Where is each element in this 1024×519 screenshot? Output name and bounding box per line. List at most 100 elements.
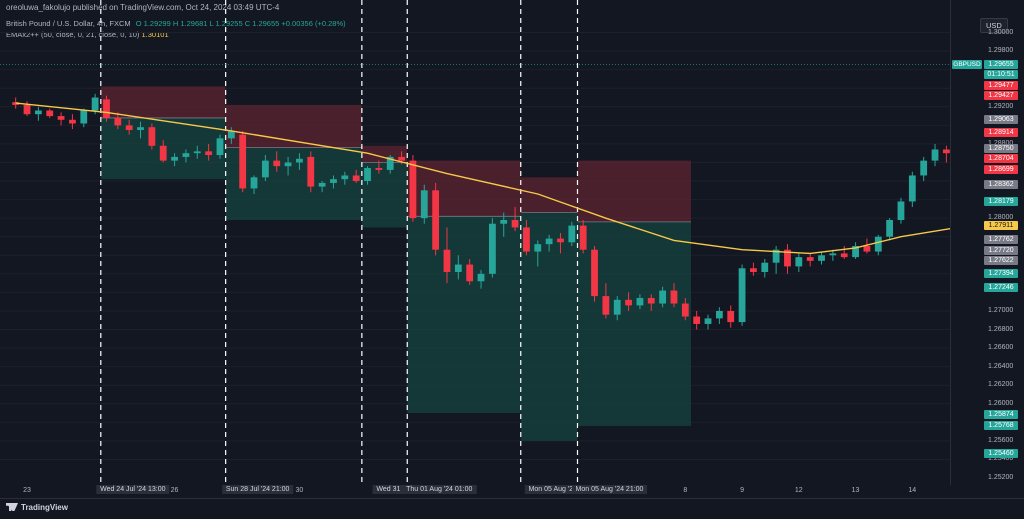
candle-body bbox=[840, 253, 848, 258]
price-label: 1.28704 bbox=[984, 154, 1018, 164]
candle-body bbox=[591, 249, 598, 297]
candle-body bbox=[636, 297, 644, 306]
y-tick-label: 1.25600 bbox=[988, 436, 1014, 444]
candle-body bbox=[886, 220, 894, 237]
x-tick-label: 14 bbox=[908, 487, 917, 494]
currency-button[interactable]: USD bbox=[980, 18, 1008, 33]
price-label: 1.29063 bbox=[984, 114, 1018, 124]
x-tick-label: 26 bbox=[170, 487, 179, 494]
take-profit-zone bbox=[407, 216, 521, 414]
candle-body bbox=[250, 177, 258, 189]
candle-body bbox=[432, 190, 440, 250]
y-tick-label: 1.26000 bbox=[988, 399, 1014, 407]
price-label: 1.27622 bbox=[984, 256, 1018, 266]
candle-body bbox=[750, 268, 757, 272]
symbol-description: British Pound / U.S. Dollar, 4h, FXCM bbox=[6, 19, 131, 28]
y-tick-label: 1.26800 bbox=[988, 325, 1014, 333]
ema-legend: EMAx2++ (50, close, 0, 21, close, 0, 10)… bbox=[6, 30, 169, 39]
price-label: 1.25874 bbox=[984, 410, 1018, 420]
candle-body bbox=[364, 168, 371, 182]
candle-body bbox=[931, 149, 939, 161]
candle-body bbox=[171, 156, 178, 161]
candle-body bbox=[818, 255, 825, 261]
candle-body bbox=[137, 127, 144, 130]
x-tick-label: 23 bbox=[23, 487, 31, 494]
candle-body bbox=[91, 97, 99, 111]
candle-body bbox=[693, 316, 701, 324]
x-highlight-label: Wed 24 Jul '24 13:00 bbox=[96, 485, 170, 494]
ema-line bbox=[15, 102, 950, 255]
price-chart[interactable] bbox=[0, 0, 950, 485]
footer-bar bbox=[0, 498, 1024, 519]
candle-body bbox=[897, 201, 905, 221]
candle-body bbox=[908, 175, 916, 202]
candle-body bbox=[568, 225, 576, 243]
ema-value: 1.30101 bbox=[141, 30, 169, 39]
candle-body bbox=[784, 249, 791, 267]
candle-body bbox=[57, 116, 65, 120]
candle-body bbox=[602, 296, 610, 315]
candle-body bbox=[477, 273, 485, 282]
candle-body bbox=[398, 156, 405, 161]
candle-body bbox=[46, 110, 54, 117]
candle-body bbox=[852, 246, 859, 258]
symbol-price-tag: GBPUSD bbox=[952, 59, 982, 69]
candle-body bbox=[227, 130, 235, 139]
candle-body bbox=[182, 153, 190, 157]
candle-body bbox=[795, 257, 803, 267]
candle-body bbox=[715, 310, 723, 319]
candle-body bbox=[69, 119, 76, 124]
candle-body bbox=[874, 236, 882, 252]
candle-body bbox=[103, 99, 110, 118]
candle-body bbox=[704, 318, 712, 324]
y-tick-label: 1.30000 bbox=[988, 28, 1014, 36]
y-tick-label: 1.26600 bbox=[988, 344, 1014, 352]
candle-body bbox=[500, 220, 508, 224]
candle-body bbox=[613, 299, 621, 315]
candle-body bbox=[738, 268, 746, 323]
candle-body bbox=[80, 110, 88, 124]
stop-loss-zone bbox=[577, 160, 691, 222]
price-label: 1.27394 bbox=[984, 269, 1018, 279]
candle-body bbox=[806, 257, 814, 261]
candle-body bbox=[273, 160, 281, 167]
price-label: 01:10:51 bbox=[984, 70, 1018, 80]
candle-body bbox=[261, 160, 269, 178]
price-label: 1.28914 bbox=[984, 128, 1018, 138]
candle-body bbox=[148, 127, 156, 146]
take-profit-zone bbox=[225, 147, 362, 221]
price-label: 1.29655 bbox=[984, 59, 1018, 69]
price-label: 1.28699 bbox=[984, 164, 1018, 174]
candle-body bbox=[307, 156, 315, 187]
price-label: 1.25460 bbox=[984, 448, 1018, 458]
tradingview-logo: TradingView bbox=[6, 503, 68, 512]
y-tick-label: 1.29800 bbox=[988, 47, 1014, 55]
candle-body bbox=[511, 220, 519, 228]
price-label: 1.27762 bbox=[984, 235, 1018, 245]
candle-body bbox=[409, 160, 417, 219]
candle-body bbox=[772, 249, 780, 263]
candle-body bbox=[488, 223, 496, 274]
candle-body bbox=[829, 253, 837, 256]
y-tick-label: 1.27000 bbox=[988, 306, 1014, 314]
candle-body bbox=[114, 117, 122, 126]
brand-name: TradingView bbox=[21, 503, 68, 512]
candle-body bbox=[534, 244, 542, 252]
stop-loss-zone bbox=[520, 177, 578, 213]
candle-body bbox=[659, 290, 667, 304]
price-label: 1.27720 bbox=[984, 245, 1018, 255]
candle-body bbox=[579, 225, 587, 250]
y-tick-label: 1.25200 bbox=[988, 474, 1014, 481]
y-tick-label: 1.26200 bbox=[988, 381, 1014, 389]
tradingview-mark-icon bbox=[6, 503, 18, 511]
candle-body bbox=[216, 138, 224, 156]
candle-body bbox=[159, 145, 167, 161]
candle-body bbox=[239, 134, 247, 189]
y-tick-label: 1.28000 bbox=[988, 214, 1014, 222]
y-tick-label: 1.26400 bbox=[988, 362, 1014, 370]
price-label: 1.28362 bbox=[984, 179, 1018, 189]
candle-body bbox=[670, 290, 678, 304]
candle-body bbox=[761, 262, 769, 272]
candle-body bbox=[420, 190, 428, 219]
x-highlight-label: Thu 01 Aug '24 01:00 bbox=[402, 485, 477, 494]
